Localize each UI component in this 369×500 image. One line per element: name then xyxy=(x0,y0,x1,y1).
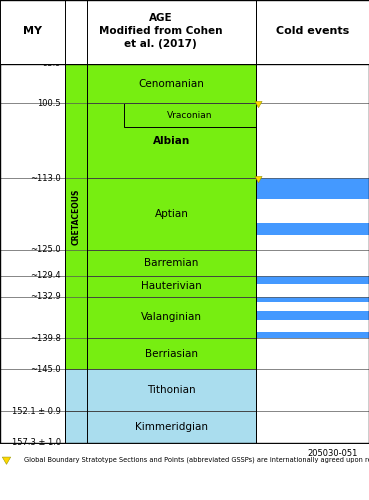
Bar xyxy=(256,178,369,199)
Text: CRETACEOUS: CRETACEOUS xyxy=(71,188,80,244)
Text: ~125.0: ~125.0 xyxy=(30,245,61,254)
Bar xyxy=(256,0,369,64)
Text: Kimmeridgian: Kimmeridgian xyxy=(135,422,208,432)
Bar xyxy=(256,332,369,338)
Text: 205030-051: 205030-051 xyxy=(307,450,358,458)
Text: ~132.9: ~132.9 xyxy=(30,292,61,302)
Bar xyxy=(256,276,369,284)
Text: AGE
Modified from Cohen
et al. (2017): AGE Modified from Cohen et al. (2017) xyxy=(99,12,222,49)
Bar xyxy=(65,276,256,297)
Text: ~129.4: ~129.4 xyxy=(30,272,61,280)
Text: 157.3 ± 1.0: 157.3 ± 1.0 xyxy=(12,438,61,447)
Text: Valanginian: Valanginian xyxy=(141,312,202,322)
Text: Cold events: Cold events xyxy=(276,26,349,36)
Bar xyxy=(0,0,65,64)
Bar xyxy=(65,104,256,178)
Bar xyxy=(65,369,256,412)
Text: Global Boundary Stratotype Sections and Points (abbreviated GSSPs) are internati: Global Boundary Stratotype Sections and … xyxy=(24,456,369,463)
Bar xyxy=(65,412,256,442)
Bar xyxy=(256,297,369,302)
Text: ~113.0: ~113.0 xyxy=(30,174,61,182)
Text: Tithonian: Tithonian xyxy=(147,386,196,396)
Text: 93.9: 93.9 xyxy=(42,60,61,68)
Text: 152.1 ± 0.9: 152.1 ± 0.9 xyxy=(12,407,61,416)
Text: MY: MY xyxy=(23,26,42,36)
Bar xyxy=(65,0,256,64)
Text: Barremian: Barremian xyxy=(144,258,199,268)
Bar xyxy=(256,223,369,234)
Text: Albian: Albian xyxy=(153,136,190,145)
Bar xyxy=(65,297,256,338)
Text: Aptian: Aptian xyxy=(155,209,189,219)
Bar xyxy=(65,338,256,369)
Bar xyxy=(65,178,256,250)
Bar xyxy=(65,64,87,369)
Text: Hauterivian: Hauterivian xyxy=(141,282,202,292)
Bar xyxy=(124,104,256,128)
Text: 100.5: 100.5 xyxy=(37,99,61,108)
Bar xyxy=(256,310,369,320)
Text: Vraconian: Vraconian xyxy=(167,111,213,120)
Bar xyxy=(65,64,256,104)
Text: Berriasian: Berriasian xyxy=(145,348,198,358)
Text: ~139.8: ~139.8 xyxy=(30,334,61,342)
Text: Cenomanian: Cenomanian xyxy=(139,78,204,88)
Text: ~145.0: ~145.0 xyxy=(30,364,61,374)
Bar xyxy=(256,64,369,442)
Bar xyxy=(65,250,256,276)
Bar xyxy=(0,64,65,442)
